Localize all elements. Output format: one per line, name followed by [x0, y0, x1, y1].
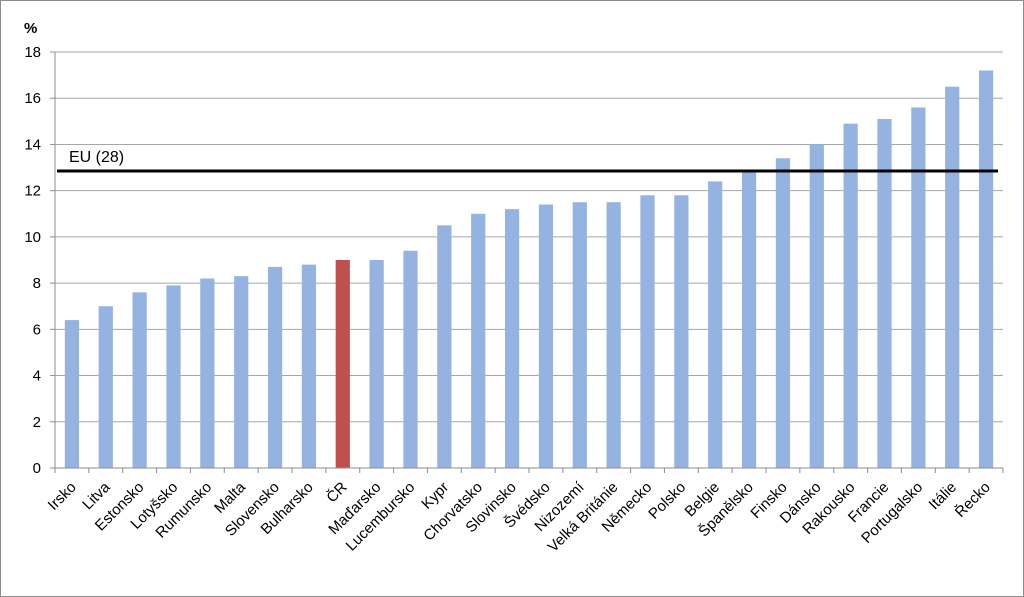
y-tick-label: 8	[33, 275, 41, 292]
y-tick-label: 14	[24, 136, 41, 153]
y-tick-label: 18	[24, 44, 41, 61]
bar	[538, 204, 554, 469]
y-tick-label: 4	[33, 368, 41, 385]
gridlines	[55, 51, 1003, 423]
bar	[572, 202, 587, 468]
bar	[674, 195, 689, 469]
bar	[809, 144, 824, 468]
bar	[877, 119, 892, 469]
y-tick-label: 6	[33, 321, 41, 338]
eu-reference-label: EU (28)	[69, 149, 124, 166]
bar	[369, 260, 384, 468]
bar	[708, 181, 723, 468]
bar	[945, 86, 960, 469]
y-unit-label: %	[24, 20, 37, 37]
bar	[301, 264, 317, 468]
bar	[640, 195, 655, 469]
bar	[98, 306, 113, 468]
bar	[978, 70, 994, 468]
bar	[775, 158, 791, 469]
bar	[200, 278, 215, 468]
x-tick-label: Řecko	[952, 479, 994, 521]
bar	[911, 107, 926, 468]
x-tick-labels: Irsko LitvaEstonskoLotyšskoRumunskoMaltaS…	[45, 478, 994, 555]
bar	[606, 202, 621, 468]
bar	[335, 260, 350, 468]
x-tick-label: ČR	[323, 479, 350, 506]
bars	[64, 70, 994, 469]
bar	[843, 123, 858, 469]
bar	[166, 285, 181, 468]
bar	[267, 266, 283, 468]
bar	[504, 209, 520, 468]
y-tick-label: 10	[24, 229, 41, 246]
y-tick-label: 12	[24, 183, 41, 200]
x-tick-label: Polsko	[645, 479, 689, 523]
y-tick-labels: 0 2 4 6 8 10 12 14 16 18	[24, 44, 41, 477]
bar	[741, 169, 757, 468]
axes	[50, 51, 1004, 473]
y-tick-label: 2	[33, 414, 41, 431]
y-tick-label: 0	[33, 460, 41, 477]
bar	[234, 276, 249, 468]
bar	[403, 250, 418, 468]
bar	[471, 213, 486, 468]
y-tick-label: 16	[24, 90, 41, 107]
bar	[437, 225, 452, 468]
bar	[132, 292, 147, 468]
bar	[64, 320, 80, 468]
x-tick-label: Irsko	[45, 479, 80, 514]
